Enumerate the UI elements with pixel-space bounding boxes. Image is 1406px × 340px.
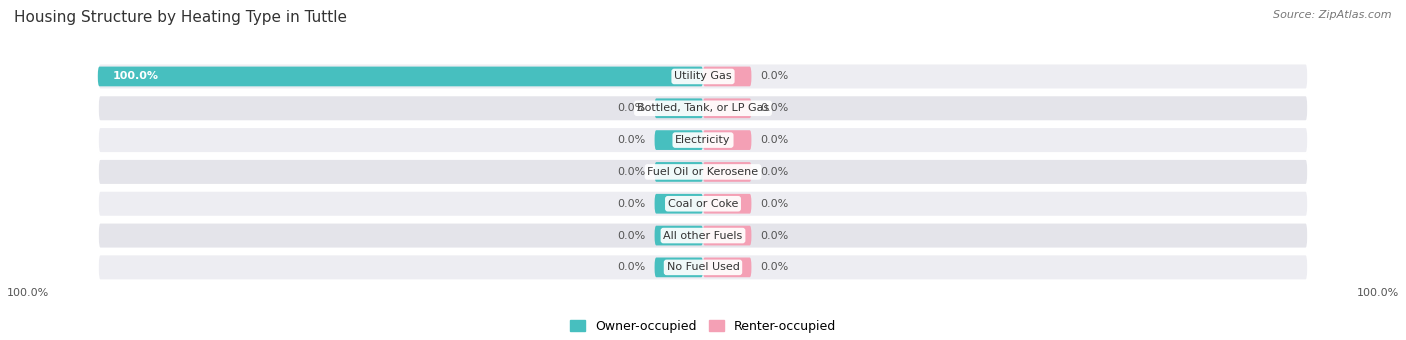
Legend: Owner-occupied, Renter-occupied: Owner-occupied, Renter-occupied <box>565 314 841 338</box>
FancyBboxPatch shape <box>98 67 703 86</box>
Text: 0.0%: 0.0% <box>617 103 645 113</box>
Text: 0.0%: 0.0% <box>761 167 789 177</box>
FancyBboxPatch shape <box>703 98 751 118</box>
FancyBboxPatch shape <box>655 130 703 150</box>
FancyBboxPatch shape <box>655 98 703 118</box>
Text: Utility Gas: Utility Gas <box>675 71 731 82</box>
FancyBboxPatch shape <box>655 162 703 182</box>
Text: 0.0%: 0.0% <box>617 167 645 177</box>
FancyBboxPatch shape <box>655 226 703 245</box>
FancyBboxPatch shape <box>98 222 1308 249</box>
FancyBboxPatch shape <box>703 67 751 86</box>
Text: Fuel Oil or Kerosene: Fuel Oil or Kerosene <box>647 167 759 177</box>
FancyBboxPatch shape <box>703 130 751 150</box>
Text: 0.0%: 0.0% <box>761 199 789 209</box>
FancyBboxPatch shape <box>703 226 751 245</box>
Text: 0.0%: 0.0% <box>761 262 789 272</box>
Text: 0.0%: 0.0% <box>761 231 789 241</box>
FancyBboxPatch shape <box>703 194 751 214</box>
FancyBboxPatch shape <box>98 159 1308 185</box>
Text: Source: ZipAtlas.com: Source: ZipAtlas.com <box>1274 10 1392 20</box>
FancyBboxPatch shape <box>98 254 1308 280</box>
Text: 0.0%: 0.0% <box>761 71 789 82</box>
Text: 0.0%: 0.0% <box>761 103 789 113</box>
Text: Coal or Coke: Coal or Coke <box>668 199 738 209</box>
FancyBboxPatch shape <box>655 194 703 214</box>
Text: 0.0%: 0.0% <box>617 262 645 272</box>
Text: All other Fuels: All other Fuels <box>664 231 742 241</box>
FancyBboxPatch shape <box>703 257 751 277</box>
FancyBboxPatch shape <box>98 95 1308 121</box>
Text: No Fuel Used: No Fuel Used <box>666 262 740 272</box>
FancyBboxPatch shape <box>703 162 751 182</box>
FancyBboxPatch shape <box>98 191 1308 217</box>
Text: 0.0%: 0.0% <box>761 135 789 145</box>
Text: Housing Structure by Heating Type in Tuttle: Housing Structure by Heating Type in Tut… <box>14 10 347 25</box>
Text: 0.0%: 0.0% <box>617 231 645 241</box>
Text: Bottled, Tank, or LP Gas: Bottled, Tank, or LP Gas <box>637 103 769 113</box>
Text: 100.0%: 100.0% <box>112 71 159 82</box>
Text: Electricity: Electricity <box>675 135 731 145</box>
FancyBboxPatch shape <box>98 127 1308 153</box>
Text: 0.0%: 0.0% <box>617 199 645 209</box>
Text: 0.0%: 0.0% <box>617 135 645 145</box>
FancyBboxPatch shape <box>98 63 1308 89</box>
Text: 100.0%: 100.0% <box>1357 288 1399 298</box>
FancyBboxPatch shape <box>655 257 703 277</box>
Text: 100.0%: 100.0% <box>7 288 49 298</box>
